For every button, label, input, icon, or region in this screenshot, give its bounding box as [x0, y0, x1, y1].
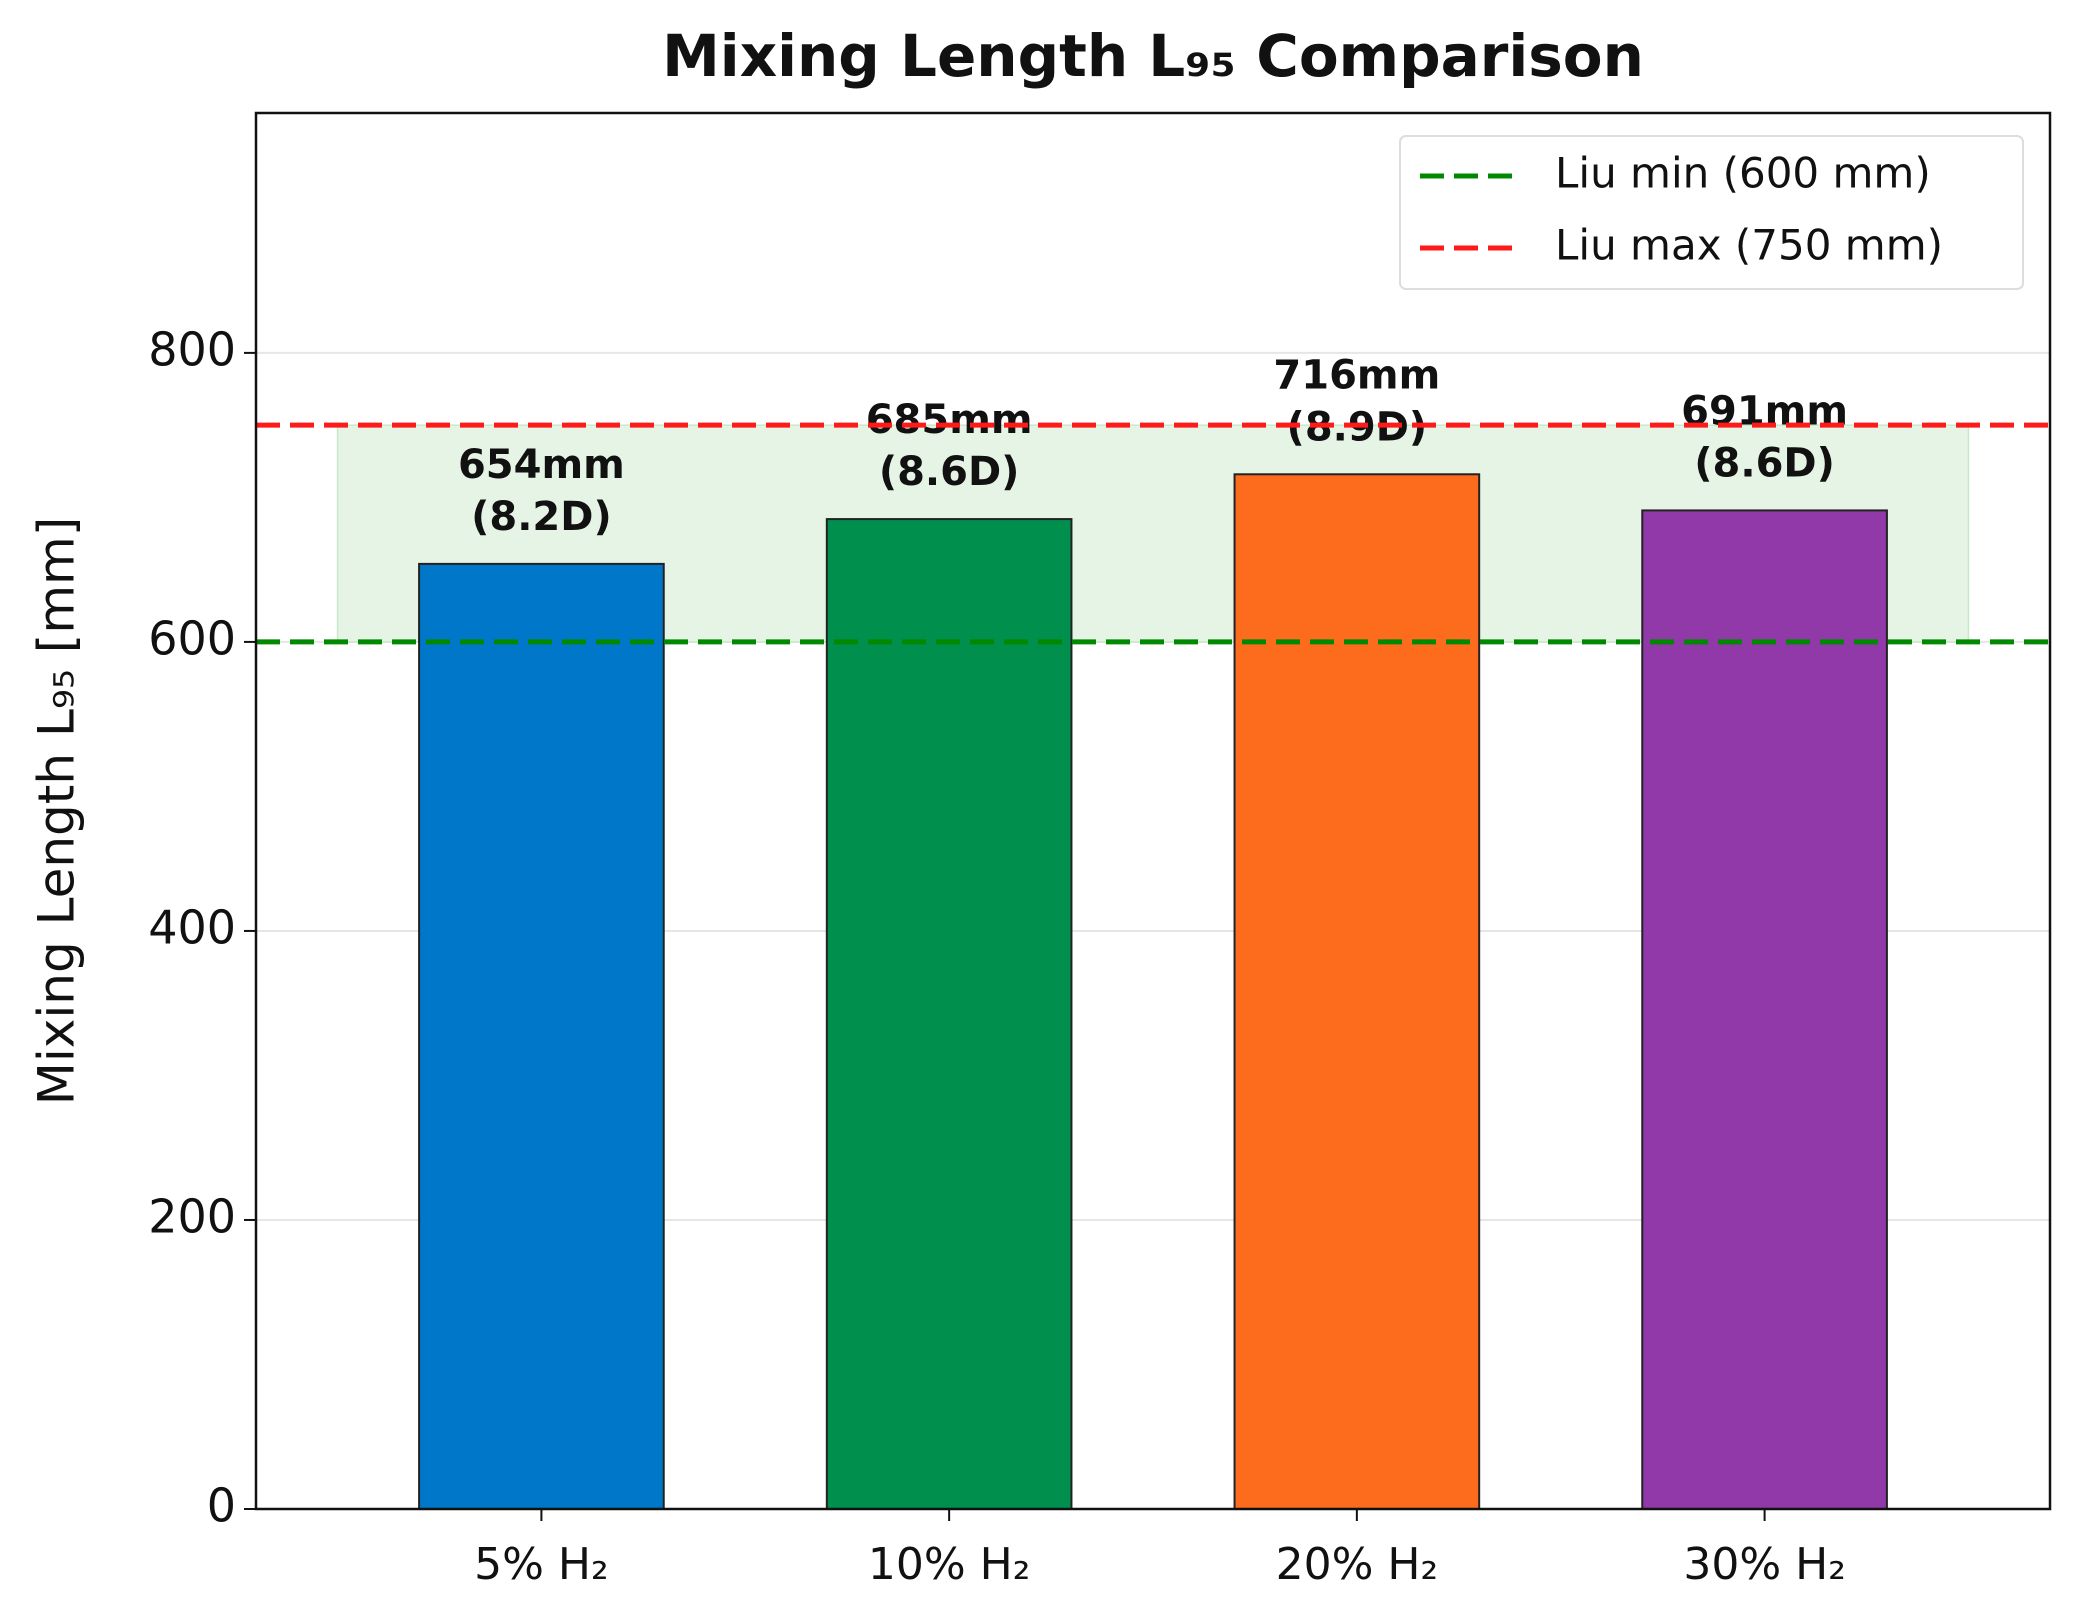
- y-tick-label: 400: [148, 900, 236, 954]
- value-label: 716mm: [1273, 352, 1440, 398]
- x-tick-label: 10% H₂: [868, 1539, 1031, 1590]
- legend-label: Liu min (600 mm): [1555, 149, 1931, 198]
- legend-box: [1399, 135, 2024, 290]
- bar: [825, 518, 1073, 1510]
- y-tick-label: 200: [148, 1189, 236, 1243]
- sub-label: (8.6D): [879, 449, 1020, 495]
- legend-label: Liu max (750 mm): [1555, 221, 1943, 270]
- x-tick-label: 5% H₂: [474, 1539, 609, 1590]
- chart-title: Mixing Length L₉₅ Comparison: [662, 22, 1644, 90]
- sub-label: (8.6D): [1694, 440, 1835, 486]
- x-tick-label: 20% H₂: [1276, 1539, 1439, 1590]
- x-tick-label: 30% H₂: [1683, 1539, 1846, 1590]
- y-tick-label: 800: [148, 322, 236, 376]
- y-axis-label: Mixing Length L₉₅ [mm]: [28, 517, 86, 1105]
- axes-frame: [254, 111, 2052, 1511]
- bar: [1233, 473, 1481, 1510]
- value-label: 654mm: [458, 442, 625, 488]
- value-label: 685mm: [866, 397, 1033, 443]
- bar: [418, 562, 665, 1510]
- y-tick-label: 600: [148, 611, 236, 665]
- sub-label: (8.2D): [471, 494, 612, 540]
- bar: [1641, 509, 1888, 1511]
- y-tick-label: 0: [207, 1479, 236, 1533]
